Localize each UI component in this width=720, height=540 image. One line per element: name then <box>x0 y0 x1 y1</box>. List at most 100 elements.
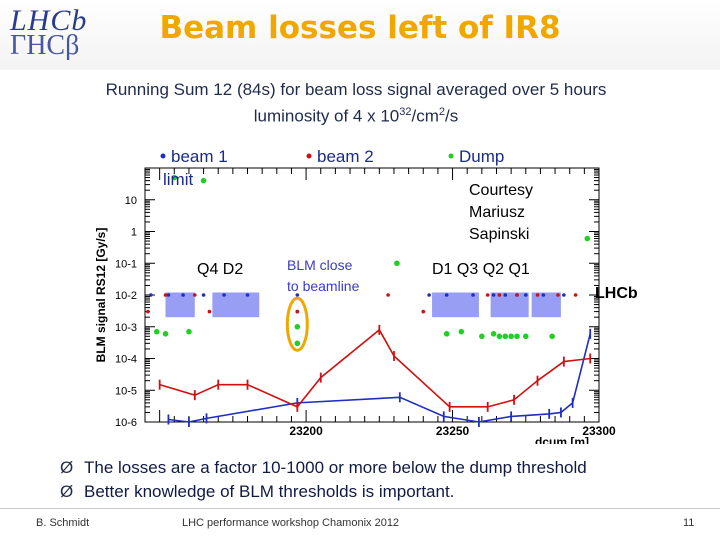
magnet-label-left: Q4 D2 <box>197 261 243 278</box>
subtitle-line1: Running Sum 12 (84s) for beam loss signa… <box>105 80 607 99</box>
beam2-marker <box>386 293 390 297</box>
beam1-marker <box>201 293 206 297</box>
dump-point <box>443 330 450 337</box>
footer-event: LHC performance workshop Chamonix 2012 <box>182 517 400 529</box>
dump-point <box>200 177 207 184</box>
dump-point <box>514 333 520 340</box>
beam2-marker <box>207 309 212 314</box>
element-band <box>490 292 529 318</box>
dump-point <box>549 333 555 340</box>
bullet-item: Ø The losses are a factor 10-1000 or mor… <box>60 456 587 480</box>
y-tick-label: 10-2 <box>115 290 137 302</box>
element-band <box>432 292 479 318</box>
series-line-2 <box>159 328 591 408</box>
beam1-marker <box>222 293 226 297</box>
slide-title: Beam losses left of IR8 <box>159 10 561 46</box>
dump-point <box>479 333 485 340</box>
x-tick-label: 23200 <box>289 424 323 438</box>
beam1-marker <box>245 293 250 297</box>
element-band <box>165 292 195 318</box>
footer-author: B. Schmidt <box>36 517 90 529</box>
y-tick-label: 10-5 <box>115 385 137 397</box>
subtitle: Running Sum 12 (84s) for beam loss signa… <box>0 79 712 128</box>
legend-label: Dump <box>459 147 504 166</box>
bullet-arrow-icon: Ø <box>60 482 74 501</box>
beam1-marker <box>491 293 496 297</box>
beam2-marker <box>535 293 540 297</box>
blm-close-label: BLM close <box>287 257 353 273</box>
bullet-arrow-icon: Ø <box>60 458 74 477</box>
dump-point <box>186 328 192 335</box>
legend-marker <box>306 153 312 159</box>
x-tick-label: 23300 <box>582 424 616 438</box>
x-tick-label: 23250 <box>436 424 470 438</box>
legend-marker <box>448 153 454 159</box>
courtesy-label: Sapinski <box>469 226 529 243</box>
beam2-marker <box>421 309 426 314</box>
courtesy-label: Courtesy <box>469 182 533 199</box>
dump-point <box>584 235 591 242</box>
bullet-text: Better knowledge of BLM thresholds is im… <box>84 482 455 501</box>
courtesy-label: Mariusz <box>469 204 525 221</box>
dump-point <box>394 260 400 267</box>
y-axis-label: BLM signal RS12 [Gy/s] <box>94 228 108 363</box>
y-tick-label: 10 <box>125 195 137 207</box>
lhcb-logo: LHCb ΓHCβ <box>4 4 100 64</box>
bullet-text: The losses are a factor 10-1000 or more … <box>84 458 587 477</box>
series-line-1 <box>168 333 591 423</box>
dump-point <box>502 333 509 340</box>
y-tick-label: 10-1 <box>115 258 137 270</box>
chart-background <box>87 140 649 444</box>
magnet-label-right: D1 Q3 Q2 Q1 <box>432 261 530 278</box>
footer-divider <box>0 508 720 509</box>
legend-limit-label: limit <box>163 170 193 189</box>
beam2-marker <box>295 309 300 314</box>
dump-point <box>162 330 169 337</box>
beam2-marker <box>573 293 578 297</box>
beam2-marker <box>497 293 502 297</box>
y-tick-label: 10-4 <box>115 354 137 366</box>
dump-point <box>294 340 301 347</box>
beam1-marker <box>562 293 566 297</box>
dump-point <box>294 323 301 330</box>
beam1-marker <box>295 293 300 297</box>
legend-label: beam 1 <box>171 147 228 166</box>
beam2-marker <box>192 293 197 297</box>
logo-text-bottom: ΓHCβ <box>10 30 80 61</box>
subtitle-line2: luminosity of 4 x 1032/cm2/s <box>253 106 459 126</box>
legend-label: beam 2 <box>317 147 374 166</box>
y-tick-label: 10-3 <box>115 322 137 334</box>
dump-point <box>522 333 529 340</box>
beam2-marker <box>556 293 560 297</box>
legend-marker <box>160 153 166 159</box>
beam2-marker <box>515 293 519 297</box>
highlight-ellipse <box>285 296 309 352</box>
beam1-marker <box>471 293 475 297</box>
dump-point <box>153 328 160 335</box>
header-band <box>0 0 720 70</box>
logo-text-top: LHCb <box>10 4 88 37</box>
beam1-marker <box>444 293 449 297</box>
blm-close-label: to beamline <box>287 278 360 294</box>
y-tick-label: 1 <box>131 227 137 239</box>
lhcb-label: LHCb <box>595 285 638 302</box>
bullet-item: Ø Better knowledge of BLM thresholds is … <box>60 480 587 504</box>
beam2-marker <box>485 293 490 297</box>
beam1-marker <box>503 293 508 297</box>
y-tick-label: 10-6 <box>115 417 137 429</box>
beam2-marker <box>146 309 150 314</box>
x-axis-label: dcum [m] <box>535 435 589 444</box>
dump-point <box>490 330 497 337</box>
beam2-marker <box>163 293 168 297</box>
beam1-marker <box>149 293 153 297</box>
element-band <box>212 292 260 318</box>
beam1-marker <box>166 293 171 297</box>
beam1-marker <box>427 293 431 297</box>
beam1-marker <box>541 293 546 297</box>
beam1-marker <box>523 293 528 297</box>
blm-chart: 10 1 10-1 10-2 10-3 10-4 10-5 10-6 23200 23250 233… <box>87 140 649 444</box>
dump-point <box>496 333 503 340</box>
dump-point <box>458 328 465 335</box>
dump-point <box>171 174 178 181</box>
bullet-list: Ø The losses are a factor 10-1000 or mor… <box>60 456 587 504</box>
